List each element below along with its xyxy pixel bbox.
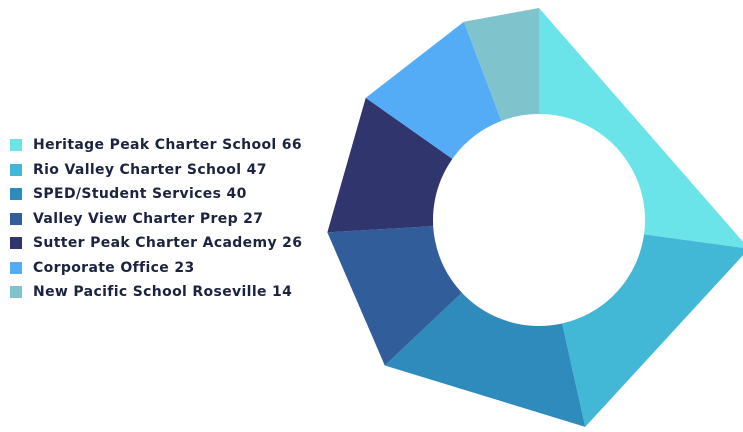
legend-label: New Pacific School Roseville 14 xyxy=(33,284,293,301)
legend-swatch xyxy=(10,237,22,250)
legend-item: Corporate Office 23 xyxy=(10,259,302,278)
legend-swatch xyxy=(10,286,22,299)
legend-label: Valley View Charter Prep 27 xyxy=(33,210,264,227)
legend-swatch xyxy=(10,188,22,201)
donut-slice xyxy=(539,8,743,248)
legend-swatch xyxy=(10,261,22,274)
chart-legend: Heritage Peak Charter School 66 Rio Valle… xyxy=(10,136,302,302)
donut-hole xyxy=(433,114,645,326)
legend-label: Corporate Office 23 xyxy=(33,259,195,276)
donut-slice xyxy=(327,226,462,366)
legend-label: Heritage Peak Charter School 66 xyxy=(33,137,302,154)
legend-swatch xyxy=(10,212,22,225)
legend-item: Rio Valley Charter School 47 xyxy=(10,161,302,180)
legend-swatch xyxy=(10,139,22,152)
donut-slice xyxy=(327,97,453,233)
legend-swatch xyxy=(10,163,22,176)
legend-item: Sutter Peak Charter Academy 26 xyxy=(10,234,302,253)
legend-item: Valley View Charter Prep 27 xyxy=(10,210,302,229)
legend-label: Sutter Peak Charter Academy 26 xyxy=(33,235,303,252)
donut-slice xyxy=(463,8,539,121)
legend-label: SPED/Student Services 40 xyxy=(33,186,247,203)
legend-item: Heritage Peak Charter School 66 xyxy=(10,136,302,155)
legend-item: New Pacific School Roseville 14 xyxy=(10,283,302,302)
legend-item: SPED/Student Services 40 xyxy=(10,185,302,204)
donut-slice xyxy=(384,292,586,427)
donut-slice xyxy=(365,21,502,159)
legend-label: Rio Valley Charter School 47 xyxy=(33,161,267,178)
